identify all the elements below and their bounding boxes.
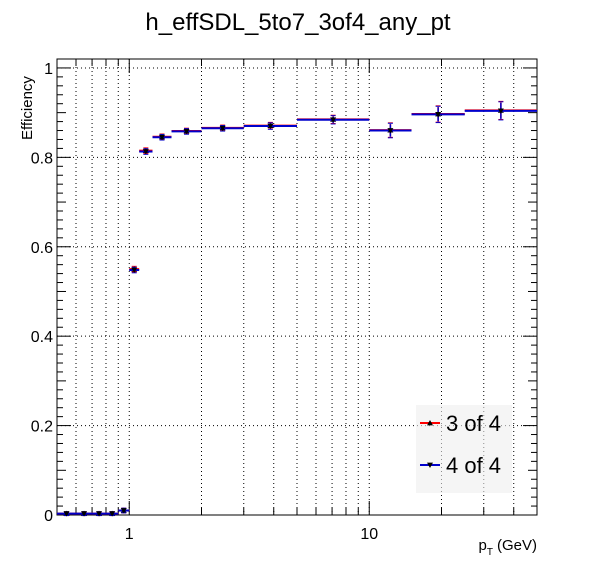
legend: 3 of 4 4 of 4 — [416, 405, 512, 493]
x-axis-title-unit: (GeV) — [497, 537, 537, 554]
x-tick-label: 10 — [360, 526, 378, 543]
y-tick-label: 0.6 — [31, 240, 53, 257]
x-axis-title-subscript: T — [487, 547, 493, 558]
legend-label-4of4: 4 of 4 — [446, 453, 501, 478]
x-axis-title-main: p — [479, 537, 487, 554]
y-tick-label: 0 — [44, 508, 53, 525]
y-tick-label: 1 — [44, 61, 53, 78]
y-tick-label: 0.4 — [31, 329, 53, 346]
y-tick-label: 0.2 — [31, 419, 53, 436]
x-tick-label: 1 — [125, 526, 134, 543]
legend-label-3of4: 3 of 4 — [446, 411, 501, 436]
chart-title: h_effSDL_5to7_3of4_any_pt — [145, 9, 450, 36]
y-axis-title: Efficiency — [19, 76, 36, 140]
y-tick-label: 0.8 — [31, 150, 53, 167]
